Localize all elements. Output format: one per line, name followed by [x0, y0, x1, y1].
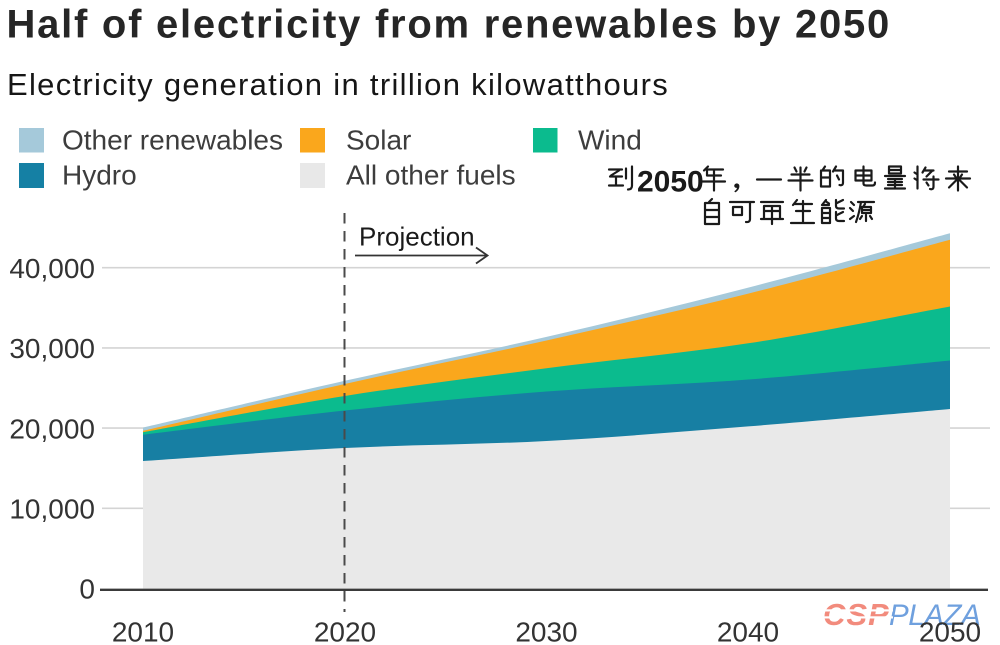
- svg-text:2050: 2050: [919, 617, 981, 645]
- svg-text:2030: 2030: [515, 617, 577, 645]
- svg-text:PLAZA: PLAZA: [889, 599, 980, 632]
- svg-text:Solar: Solar: [346, 125, 411, 156]
- svg-text:30,000: 30,000: [9, 333, 95, 364]
- svg-text:Half of electricity from renew: Half of electricity from renewables by 2…: [7, 3, 891, 47]
- svg-text:40,000: 40,000: [9, 253, 95, 284]
- svg-text:CSP: CSP: [823, 597, 890, 632]
- svg-text:2050: 2050: [637, 166, 704, 199]
- svg-text:Projection: Projection: [359, 222, 475, 252]
- svg-text:0: 0: [79, 574, 95, 605]
- svg-text:10,000: 10,000: [9, 494, 95, 525]
- svg-text:Hydro: Hydro: [62, 160, 137, 191]
- svg-text:2020: 2020: [314, 617, 376, 645]
- svg-text:2040: 2040: [717, 617, 779, 645]
- svg-text:Electricity generation in tril: Electricity generation in trillion kilow…: [7, 67, 669, 102]
- svg-text:20,000: 20,000: [9, 413, 95, 444]
- svg-text:All other fuels: All other fuels: [346, 160, 516, 191]
- svg-text:Other renewables: Other renewables: [62, 125, 283, 156]
- svg-text:Wind: Wind: [578, 125, 642, 156]
- svg-text:2010: 2010: [112, 617, 174, 645]
